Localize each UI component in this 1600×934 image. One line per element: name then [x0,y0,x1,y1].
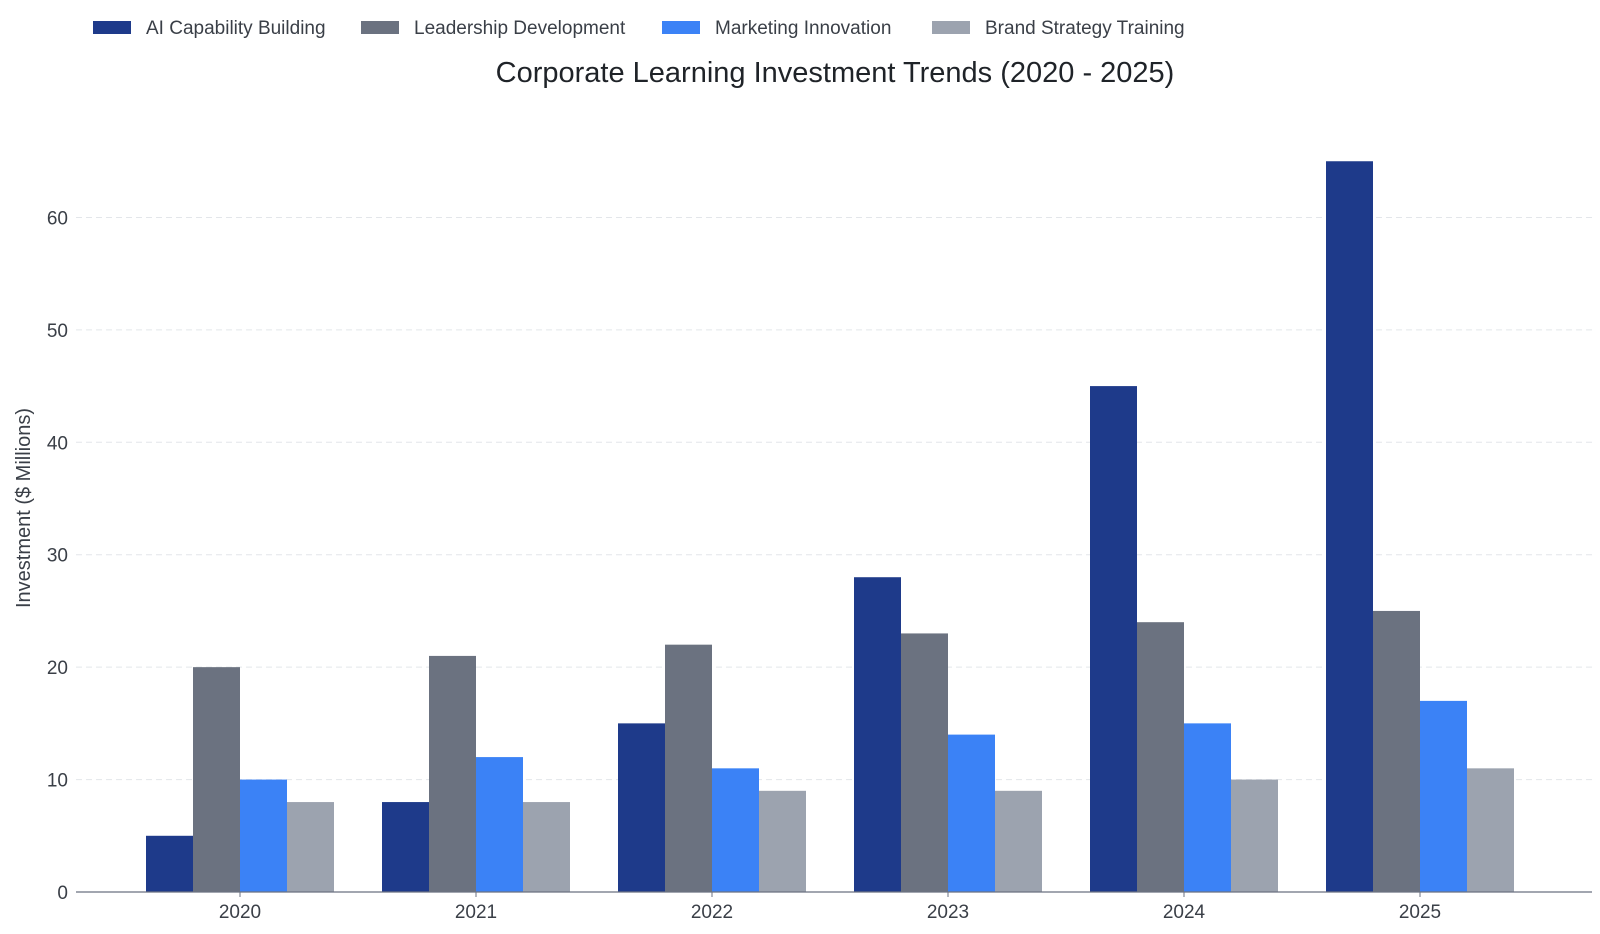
y-tick-label: 40 [47,433,68,454]
bar-ai-capability-building-2024 [1090,386,1137,892]
y-tick-label: 60 [47,208,68,229]
x-tick-label: 2020 [219,902,261,923]
bar-brand-strategy-training-2024 [1231,779,1278,892]
bar-brand-strategy-training-2025 [1467,768,1514,892]
y-tick-label: 0 [57,883,68,904]
bar-marketing-innovation-2020 [240,779,287,892]
legend-label: Brand Strategy Training [985,18,1185,39]
bar-leadership-development-2022 [665,644,712,892]
bar-brand-strategy-training-2023 [995,790,1042,892]
bar-ai-capability-building-2023 [854,577,901,892]
bar-leadership-development-2023 [901,633,948,892]
bar-ai-capability-building-2021 [382,802,429,892]
y-tick-label: 30 [47,546,68,567]
bar-leadership-development-2025 [1373,610,1420,892]
x-tick-label: 2024 [1163,902,1206,923]
bar-leadership-development-2020 [193,667,240,892]
bar-ai-capability-building-2025 [1326,161,1373,892]
bar-brand-strategy-training-2021 [523,802,570,892]
x-tick-label: 2022 [691,902,733,923]
legend-swatch [361,21,399,34]
bar-brand-strategy-training-2022 [759,790,806,892]
x-tick-label: 2021 [455,902,497,923]
x-tick-label: 2025 [1399,902,1441,923]
bar-marketing-innovation-2021 [476,757,523,892]
x-tick-label: 2023 [927,902,969,923]
bar-leadership-development-2024 [1137,622,1184,892]
legend-swatch [93,21,131,34]
legend-label: Marketing Innovation [715,18,891,39]
legend-label: AI Capability Building [146,18,326,39]
bar-brand-strategy-training-2020 [287,802,334,892]
y-tick-label: 20 [47,658,68,679]
y-axis-label: Investment ($ Millions) [13,408,35,608]
legend: AI Capability Building Leadership Develop… [93,18,1185,39]
bar-marketing-innovation-2024 [1184,723,1231,892]
legend-label: Leadership Development [414,18,626,39]
x-axis-ticks: 2020 2021 2022 2023 2024 2025 [219,892,1441,923]
y-axis-ticks: 0 10 20 30 40 50 60 [47,208,68,904]
bar-ai-capability-building-2022 [618,723,665,892]
chart-title: Corporate Learning Investment Trends (20… [496,57,1175,89]
legend-swatch [932,21,970,34]
bar-leadership-development-2021 [429,655,476,892]
bar-marketing-innovation-2025 [1420,700,1467,892]
y-tick-label: 50 [47,321,68,342]
legend-swatch [662,21,700,34]
bar-marketing-innovation-2023 [948,734,995,892]
y-tick-label: 10 [47,771,68,792]
bar-ai-capability-building-2020 [146,835,193,892]
bar-marketing-innovation-2022 [712,768,759,892]
bars [146,161,1514,892]
